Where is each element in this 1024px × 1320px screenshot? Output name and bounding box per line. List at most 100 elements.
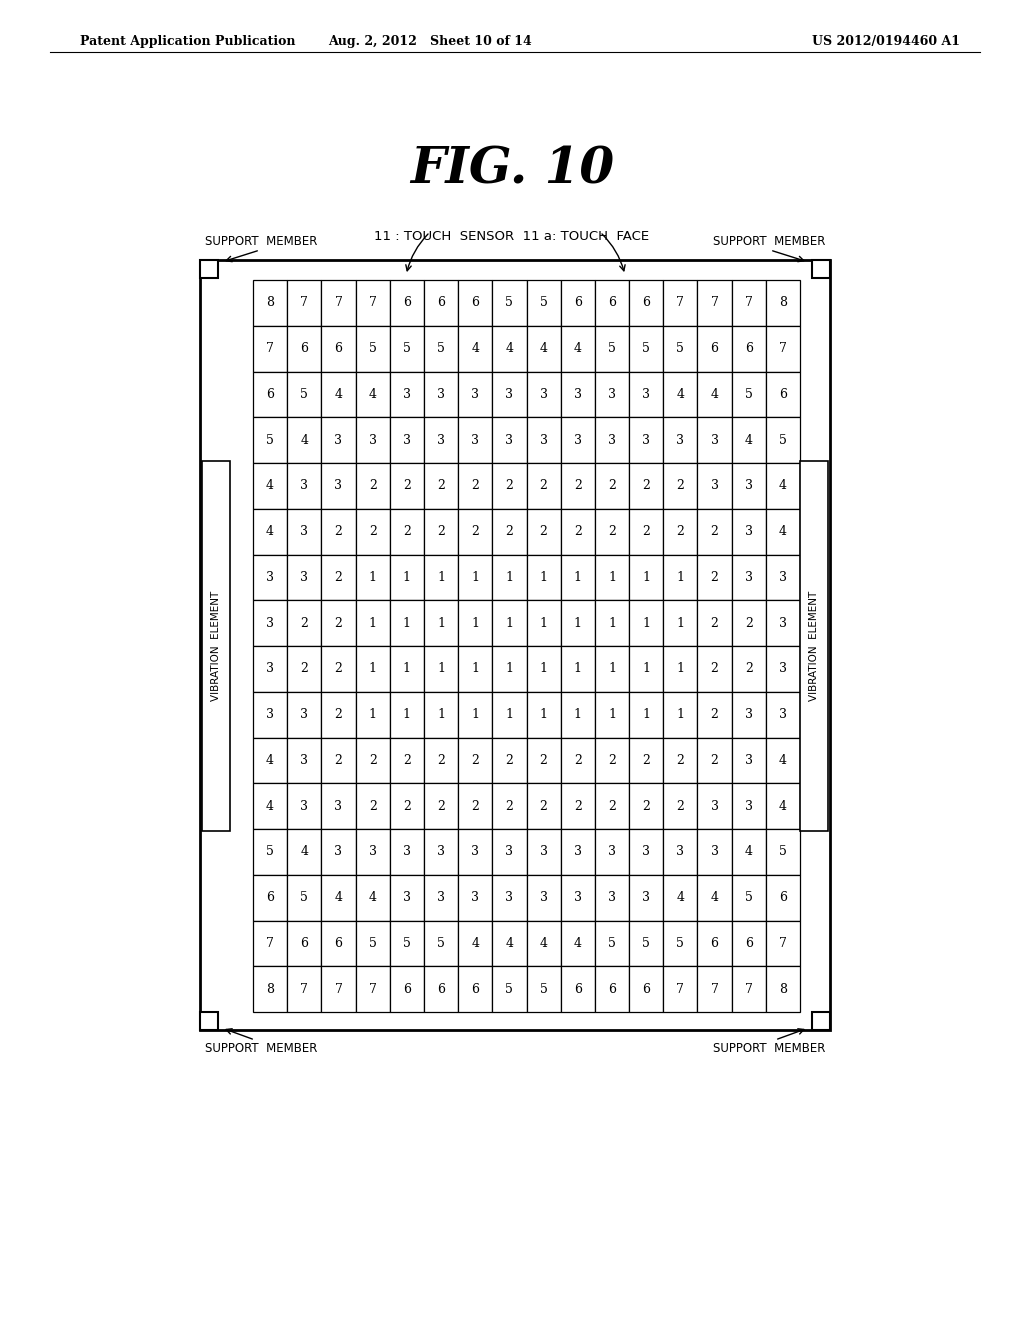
Bar [526,508,561,554]
Bar [253,829,287,875]
Bar [424,326,458,371]
Text: 3: 3 [471,434,479,446]
Bar [697,966,731,1012]
Bar [561,601,595,645]
Bar [526,417,561,463]
Text: 7: 7 [266,937,274,950]
Bar [390,692,424,738]
Bar [390,601,424,645]
Text: 4: 4 [711,891,719,904]
Text: 5: 5 [300,891,308,904]
Text: 3: 3 [540,891,548,904]
Text: 4: 4 [573,937,582,950]
Bar [561,783,595,829]
Bar [561,966,595,1012]
Bar [697,875,731,920]
Bar [322,875,355,920]
Bar [287,508,322,554]
Text: 2: 2 [573,800,582,813]
Bar [355,783,390,829]
Text: 3: 3 [266,663,274,676]
Text: 3: 3 [506,891,513,904]
Text: 6: 6 [744,342,753,355]
Text: 2: 2 [471,479,479,492]
Text: 1: 1 [402,570,411,583]
Text: 1: 1 [573,708,582,721]
Bar [458,463,493,508]
Text: 7: 7 [677,297,684,309]
Text: 4: 4 [266,525,274,539]
Bar [766,738,800,783]
Text: 4: 4 [779,479,786,492]
Bar [664,966,697,1012]
Text: 5: 5 [608,342,615,355]
Bar [595,601,629,645]
Text: 1: 1 [573,663,582,676]
Text: 3: 3 [779,663,786,676]
Bar [526,829,561,875]
Bar [561,692,595,738]
Bar [664,738,697,783]
Text: 6: 6 [266,388,274,401]
Bar [493,601,526,645]
Bar [664,875,697,920]
Text: 5: 5 [677,342,684,355]
Text: US 2012/0194460 A1: US 2012/0194460 A1 [812,36,961,48]
Bar [595,920,629,966]
Text: 3: 3 [402,388,411,401]
Bar [424,783,458,829]
Text: 7: 7 [369,982,377,995]
Text: Patent Application Publication: Patent Application Publication [80,36,296,48]
Bar [629,326,664,371]
Bar [390,508,424,554]
Text: 3: 3 [335,479,342,492]
Text: 1: 1 [369,663,377,676]
Bar [287,417,322,463]
Text: 2: 2 [573,525,582,539]
Bar [355,692,390,738]
Text: 5: 5 [540,297,548,309]
Text: 5: 5 [642,342,650,355]
Bar [697,371,731,417]
Text: 1: 1 [471,708,479,721]
Bar [664,601,697,645]
Text: 3: 3 [744,479,753,492]
Bar [731,692,766,738]
Text: 6: 6 [335,937,342,950]
Text: 2: 2 [402,800,411,813]
Text: 5: 5 [779,434,786,446]
Bar [355,417,390,463]
Text: 1: 1 [471,616,479,630]
Text: 3: 3 [711,845,719,858]
Bar [561,875,595,920]
Bar [766,692,800,738]
Text: 3: 3 [300,525,308,539]
Text: 4: 4 [573,342,582,355]
Text: 7: 7 [300,982,308,995]
Bar [629,829,664,875]
Bar [253,875,287,920]
Bar [629,417,664,463]
Bar [458,645,493,692]
Text: 3: 3 [573,434,582,446]
Text: 1: 1 [471,570,479,583]
Bar [355,326,390,371]
Bar [595,966,629,1012]
Bar [561,554,595,601]
Text: 5: 5 [266,845,274,858]
Text: 3: 3 [437,434,445,446]
Bar [322,645,355,692]
Bar [697,508,731,554]
Bar [526,783,561,829]
Bar [424,692,458,738]
Bar [697,645,731,692]
Text: 3: 3 [369,434,377,446]
Text: 5: 5 [779,845,786,858]
Text: 3: 3 [779,616,786,630]
Bar [731,783,766,829]
Text: 7: 7 [300,297,308,309]
Bar [731,508,766,554]
Text: 3: 3 [711,434,719,446]
Bar [526,326,561,371]
Text: SUPPORT  MEMBER: SUPPORT MEMBER [713,235,825,248]
